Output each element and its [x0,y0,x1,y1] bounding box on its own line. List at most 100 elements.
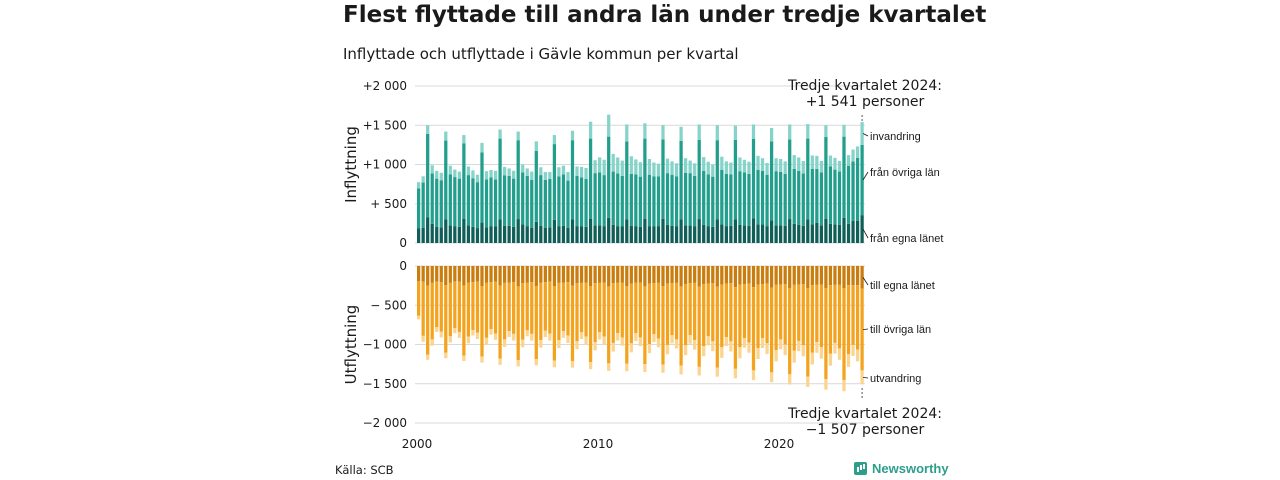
bar-segment [611,153,615,172]
bar-segment [493,170,498,180]
bar-segment [484,266,489,283]
bar-segment [706,161,710,175]
bar-segment [421,266,425,282]
y-tick-label: 0 [399,259,407,273]
bar-segment [435,327,439,332]
bar-segment [489,226,493,243]
bar-segment [579,177,584,227]
bar-segment [602,282,606,337]
bar-segment [629,156,633,174]
annotation-line: −1 507 personer [806,422,925,438]
bar-segment [548,333,552,341]
bar-segment [480,266,484,287]
bar-segment [439,331,443,338]
bar-segment [426,354,430,360]
bar-segment [516,360,520,367]
bar-segment [702,157,706,171]
bar-segment [530,179,534,228]
bar-segment [588,362,593,370]
bar-segment [751,287,756,371]
series-label: från övriga län [870,167,940,179]
bar-segment [471,226,475,243]
bar-segment [525,282,529,331]
bar-segment [779,339,783,350]
bar-segment [724,173,728,227]
bar-segment [543,171,547,180]
bar-segment [598,157,602,173]
bar-segment [769,128,774,142]
bar-segment [638,162,642,177]
bar-segment [765,174,769,227]
bar-segment [724,226,728,243]
annotation-line: +1 541 personer [806,94,925,110]
bar-segment [788,287,792,375]
bar-segment [720,156,724,170]
bar-segment [724,266,728,284]
bar-segment [557,266,561,283]
bar-segment [792,168,796,224]
bar-segment [715,367,719,377]
chart-subtitle: Inflyttade och utflyttade i Gävle kommun… [343,45,739,63]
bar-segment [855,220,860,243]
bar-segment [665,344,670,355]
bar-segment [801,225,805,243]
bar-segment [756,155,760,170]
bar-segment [656,226,661,243]
bar-segment [448,266,452,283]
bar-segment [715,266,719,287]
bar-segment [480,286,484,357]
bar-segment [421,182,425,228]
x-tick-label: 2010 [583,437,614,451]
bar-segment [647,266,652,284]
bar-segment [742,266,747,285]
bar-segment [665,173,670,225]
bar-segment [588,266,593,287]
bar-segment [779,159,783,172]
bar-segment [833,224,837,243]
bar-segment [765,162,769,175]
bar-segment [466,336,471,344]
bar-segment [629,343,633,353]
bar-segment [779,284,783,340]
bar-segment [462,285,466,356]
bar-segment [665,224,670,243]
bar-segment [489,282,493,330]
bar-segment [769,287,774,373]
bar-segment [521,339,525,348]
bar-segment [598,225,602,243]
bar-segment [702,170,706,225]
bar-segment [656,266,661,283]
bar-segment [815,222,819,243]
bar-segment [724,337,728,347]
bar-segment [444,131,448,141]
bar-segment [851,285,855,345]
bar-segment [421,281,425,336]
bar-segment [421,227,425,243]
bar-segment [652,266,656,284]
bar-segment [697,286,701,367]
bar-segment [729,174,733,226]
bar-segment [502,339,507,347]
bar-segment [742,159,747,173]
bar-segment [724,283,728,338]
bar-segment [697,139,701,220]
bar-segment [521,266,525,284]
bar-segment [738,157,742,172]
bar-segment [679,140,683,220]
series-label: till övriga län [870,324,931,336]
bar-segment [706,174,710,227]
y-tick-label: − 500 [370,298,407,312]
bar-segment [810,155,814,169]
bar-segment [426,125,430,134]
x-tick-label: 2000 [402,437,433,451]
bar-segment [575,166,579,176]
bar-segment [670,335,674,344]
bar-segment [661,139,665,219]
bar-segment [715,219,719,243]
bar-segment [430,173,434,224]
bar-segment [806,376,810,387]
bar-segment [539,266,543,283]
bar-segment [706,226,710,243]
bar-segment [670,174,674,226]
bar-segment [656,282,661,339]
